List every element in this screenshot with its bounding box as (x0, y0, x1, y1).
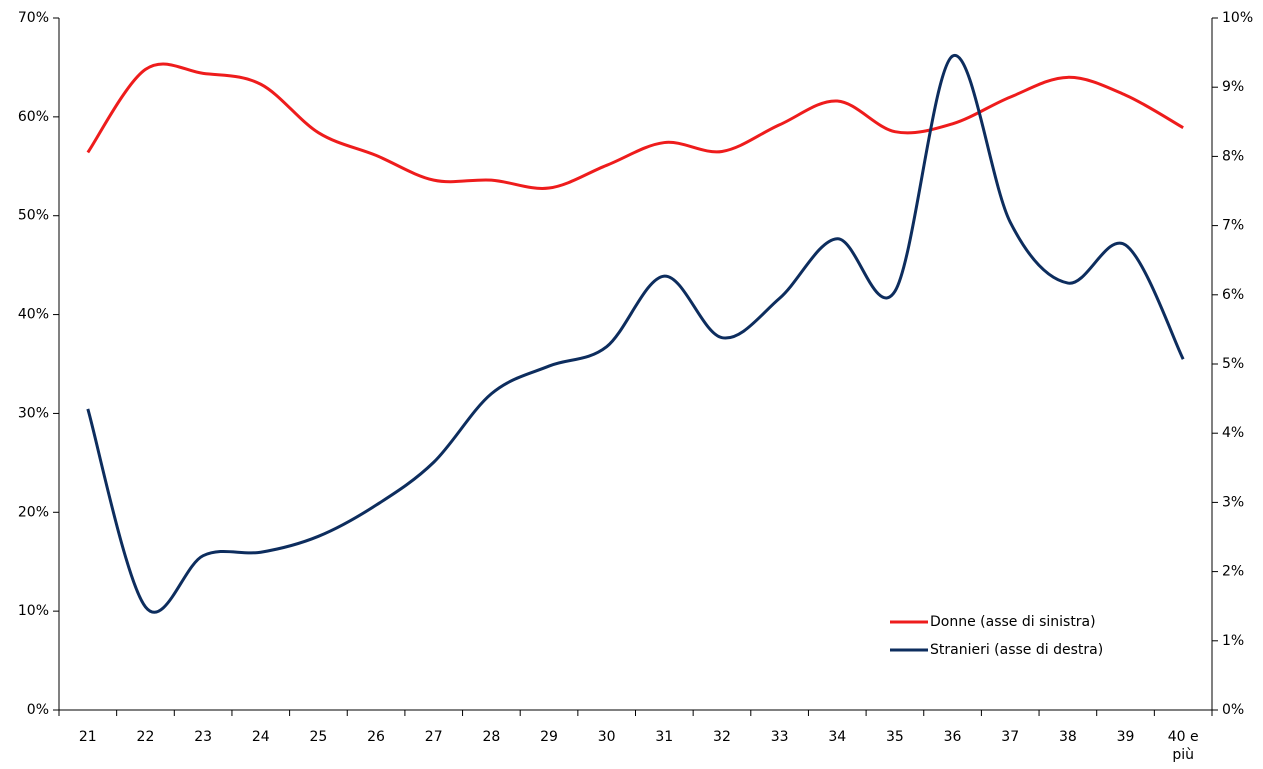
x-tick-label: 31 (655, 729, 674, 745)
x-tick-label: 40 e più (1167, 729, 1199, 763)
y2-tick-label: 3% (1222, 494, 1244, 510)
x-tick-label: 22 (136, 729, 155, 745)
legend-label: Stranieri (asse di destra) (930, 642, 1103, 658)
x-tick-label: 27 (424, 729, 443, 745)
y2-tick-label: 4% (1222, 425, 1244, 441)
x-tick-label: 38 (1058, 729, 1077, 745)
y2-tick-label: 2% (1222, 564, 1244, 580)
x-tick-label: 25 (309, 729, 328, 745)
y2-tick-label: 5% (1222, 356, 1244, 372)
y-tick-label: 40% (18, 307, 49, 323)
x-tick-label: 37 (1001, 729, 1020, 745)
x-tick-label: 26 (367, 729, 385, 745)
y-tick-label: 50% (18, 208, 49, 224)
y-tick-label: 30% (18, 405, 49, 421)
y2-tick-label: 7% (1222, 218, 1244, 234)
y2-tick-label: 0% (1222, 702, 1244, 718)
series-line (86, 62, 1184, 190)
y2-tick-label: 1% (1222, 633, 1244, 649)
y-tick-label: 0% (27, 702, 49, 718)
x-tick-label: 39 (1116, 729, 1135, 745)
x-tick-label: 28 (482, 729, 501, 745)
y2-tick-label: 9% (1222, 79, 1244, 95)
x-tick-label: 29 (540, 729, 558, 745)
x-tick-label: 23 (194, 729, 213, 745)
y2-tick-label: 8% (1222, 148, 1244, 164)
legend-label: Donne (asse di sinistra) (930, 614, 1096, 630)
series-line (86, 54, 1185, 614)
x-tick-label: 34 (828, 729, 847, 745)
x-tick-label: 24 (251, 729, 270, 745)
y-tick-label: 60% (18, 109, 49, 125)
y2-tick-label: 10% (1222, 10, 1253, 26)
y-tick-label: 70% (18, 10, 49, 26)
y-tick-label: 20% (18, 504, 49, 520)
x-tick-label: 21 (78, 729, 97, 745)
x-tick-label: 32 (713, 729, 731, 745)
x-tick-label: 33 (770, 729, 789, 745)
x-tick-label: 36 (943, 729, 962, 745)
x-tick-label: 35 (886, 729, 904, 745)
y-tick-label: 10% (18, 603, 49, 619)
y2-tick-label: 6% (1222, 287, 1244, 303)
x-tick-label: 30 (597, 729, 616, 745)
